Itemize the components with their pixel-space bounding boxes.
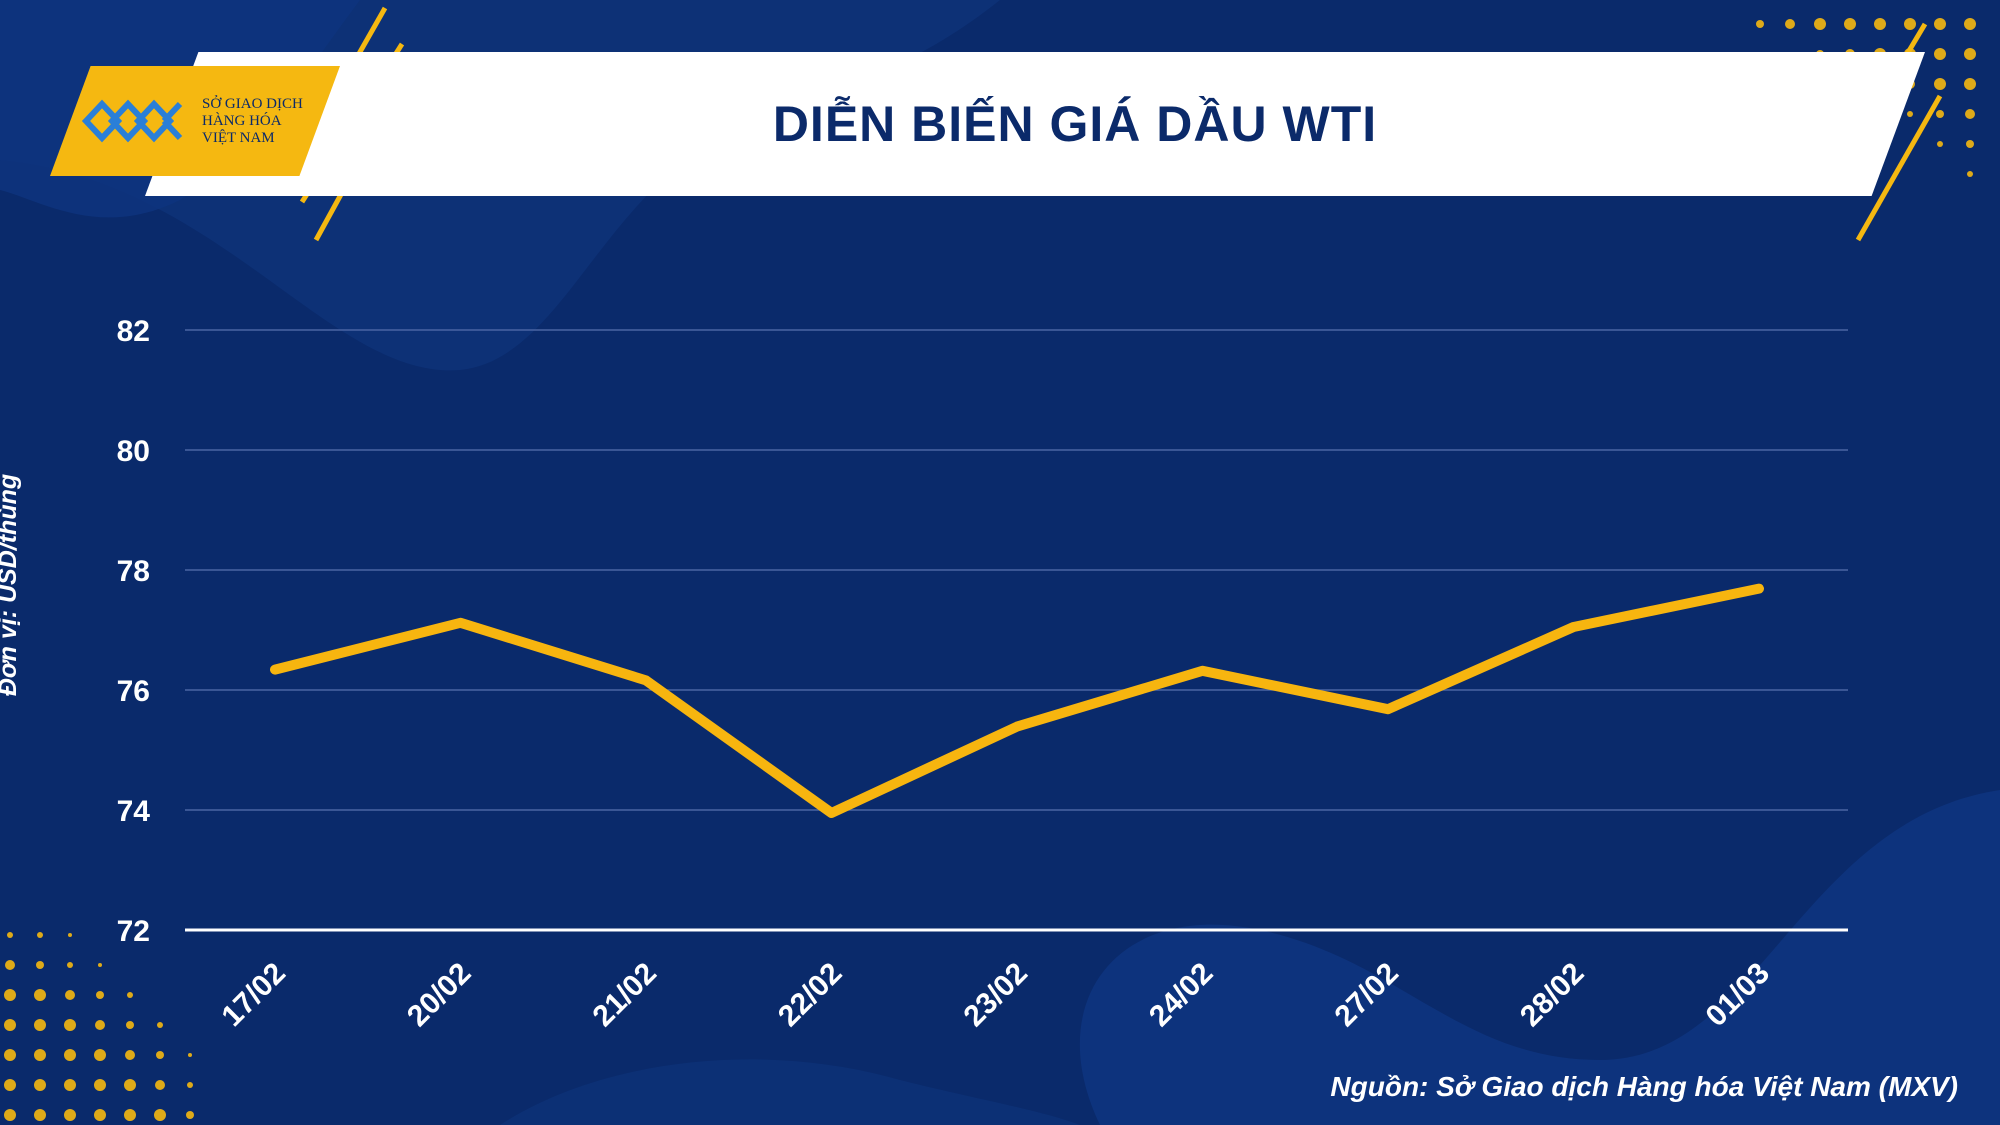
source-note: Nguồn: Sở Giao dịch Hàng hóa Việt Nam (M… xyxy=(1330,1071,1958,1102)
x-tick-label: 01/03 xyxy=(1700,957,1776,1033)
x-tick-label: 21/02 xyxy=(587,957,663,1033)
y-tick-label: 76 xyxy=(117,675,150,708)
x-tick-label: 22/02 xyxy=(772,957,848,1033)
x-tick-label: 24/02 xyxy=(1143,957,1219,1033)
logo-line: HÀNG HÓA xyxy=(202,113,282,129)
logo-background xyxy=(50,66,340,176)
y-tick-label: 74 xyxy=(117,795,151,828)
logo-line: SỞ GIAO DỊCH xyxy=(202,96,303,112)
chart-title: DIỄN BIẾN GIÁ DẦU WTI xyxy=(772,96,1378,152)
series-line xyxy=(270,583,1764,818)
y-tick-label: 72 xyxy=(117,915,150,948)
x-tick-label: 20/02 xyxy=(401,957,477,1033)
x-tick-label: 28/02 xyxy=(1514,957,1590,1033)
logo-line: VIỆT NAM xyxy=(202,130,275,146)
y-axis-label: Đơn vị: USD/thùng xyxy=(0,473,22,697)
logo-text: SỞ GIAO DỊCH HÀNG HÓA VIỆT NAM xyxy=(202,96,332,147)
y-tick-label: 78 xyxy=(117,555,150,588)
y-tick-label: 82 xyxy=(117,315,150,348)
x-tick-label: 23/02 xyxy=(958,957,1034,1033)
title-banner xyxy=(145,52,1925,196)
x-tick-label: 27/02 xyxy=(1329,957,1405,1033)
x-tick-label: 17/02 xyxy=(216,957,292,1033)
mxv-logo-icon xyxy=(82,99,183,143)
y-tick-label: 80 xyxy=(117,435,150,468)
